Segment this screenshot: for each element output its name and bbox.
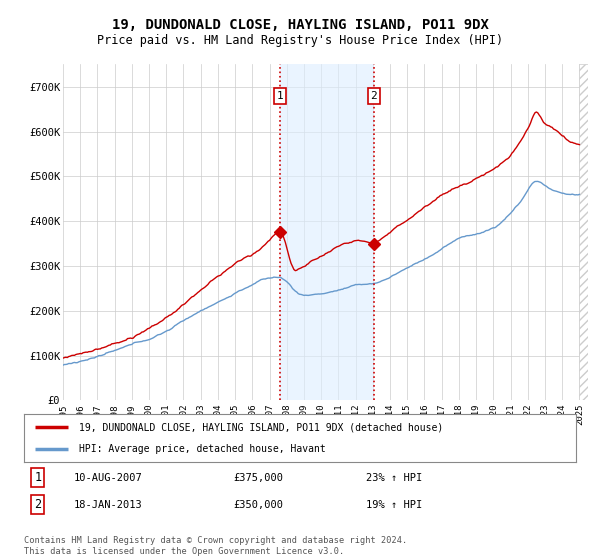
Text: Price paid vs. HM Land Registry's House Price Index (HPI): Price paid vs. HM Land Registry's House … [97,34,503,48]
Text: This data is licensed under the Open Government Licence v3.0.: This data is licensed under the Open Gov… [24,548,344,557]
Text: 2: 2 [34,498,41,511]
Text: £375,000: £375,000 [234,473,284,483]
Text: 10-AUG-2007: 10-AUG-2007 [74,473,142,483]
Text: 18-JAN-2013: 18-JAN-2013 [74,500,142,510]
Text: 1: 1 [34,471,41,484]
Text: 19, DUNDONALD CLOSE, HAYLING ISLAND, PO11 9DX (detached house): 19, DUNDONALD CLOSE, HAYLING ISLAND, PO1… [79,422,443,432]
Text: £350,000: £350,000 [234,500,284,510]
Text: 1: 1 [277,91,283,101]
Bar [280,64,374,400]
Text: 23% ↑ HPI: 23% ↑ HPI [366,473,422,483]
Text: 19, DUNDONALD CLOSE, HAYLING ISLAND, PO11 9DX: 19, DUNDONALD CLOSE, HAYLING ISLAND, PO1… [112,18,488,32]
Text: Contains HM Land Registry data © Crown copyright and database right 2024.: Contains HM Land Registry data © Crown c… [24,536,407,545]
Bar [580,64,588,400]
Text: HPI: Average price, detached house, Havant: HPI: Average price, detached house, Hava… [79,444,326,454]
Text: 19% ↑ HPI: 19% ↑ HPI [366,500,422,510]
Text: 2: 2 [370,91,377,101]
